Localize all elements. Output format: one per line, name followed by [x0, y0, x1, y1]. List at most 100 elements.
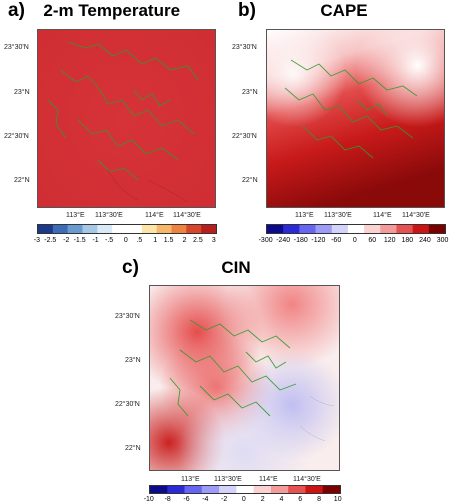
panel-b-lon-label: 114°30'E: [402, 212, 430, 219]
panel-a-colorbar-tick: 3: [211, 237, 216, 244]
panel-a-colorbar-tick: -2: [63, 237, 70, 244]
panel-b-colorbar-tick: -300: [258, 237, 273, 244]
panel-b-colorbar-tick: 120: [383, 237, 396, 244]
colorbar-swatch: [236, 486, 254, 493]
panel-b-colorbar-tick: 240: [419, 237, 431, 244]
panel-a-lat-label: 22°30'N: [4, 133, 29, 140]
panel-b-colorbar-tick: -180: [293, 237, 308, 244]
panel-b-colorbar-tick: 180: [401, 237, 414, 244]
panel-a-title: a) 2-m Temperature: [8, 0, 180, 22]
panel-b-colorbar-tick: -60: [331, 237, 342, 244]
colorbar-swatch: [270, 486, 289, 493]
panel-a-colorbar-tick: -1.5: [73, 237, 86, 244]
panel-a-colorbar-tick: -.5: [105, 237, 114, 244]
colorbar-swatch: [201, 486, 220, 493]
panel-b-coastline: [284, 59, 418, 159]
panel-b-lon-label: 114°E: [373, 212, 392, 219]
panel-b-colorbar-tick: 60: [368, 237, 377, 244]
colorbar-swatch: [38, 225, 54, 233]
colorbar-swatch: [150, 486, 168, 493]
colorbar-swatch: [219, 486, 237, 493]
panel-a-colorbar-tick: -3: [33, 237, 41, 244]
panel-b-colorbar-tick: 0: [352, 237, 357, 244]
panel-c-title: c) CIN: [122, 257, 251, 279]
panel-a-lon-label: 114°E: [145, 212, 164, 219]
panel-a-name: 2-m Temperature: [43, 1, 181, 20]
colorbar-swatch: [305, 486, 324, 493]
panel-c-coastline: [169, 319, 297, 417]
colorbar-swatch: [322, 486, 340, 493]
panel-a-lon-label: 113°30'E: [95, 212, 123, 219]
panel-b-lat-label: 22°30'N: [232, 133, 257, 140]
colorbar-swatch: [347, 225, 365, 233]
panel-b-colorbar-tick: 300: [436, 237, 449, 244]
colorbar-swatch: [156, 225, 172, 233]
panel-b-name: CAPE: [320, 1, 368, 20]
colorbar-swatch: [127, 225, 143, 233]
colorbar-swatch: [331, 225, 349, 233]
panel-c-name: CIN: [221, 258, 251, 277]
colorbar-swatch: [412, 225, 430, 233]
panel-c-lon-label: 114°30'E: [293, 476, 321, 483]
panel-a-colorbar-tick: 1.5: [163, 237, 174, 244]
colorbar-swatch: [315, 225, 333, 233]
colorbar-swatch: [364, 225, 381, 233]
panel-a-colorbar-tick: 1: [153, 237, 158, 244]
panel-a-lon-label: 113°E: [66, 212, 85, 219]
colorbar-swatch: [52, 225, 68, 233]
colorbar-swatch: [299, 225, 316, 233]
colorbar-swatch: [97, 225, 113, 233]
panel-b-lat-label: 23°N: [242, 89, 258, 96]
colorbar-swatch: [380, 225, 397, 233]
panel-a-lat-label: 23°30'N: [4, 44, 29, 51]
colorbar-swatch: [186, 225, 202, 233]
panel-c-lat-label: 22°N: [125, 445, 141, 452]
panel-c-lat-label: 23°30'N: [115, 313, 140, 320]
panel-b-letter: b): [238, 0, 256, 21]
colorbar-swatch: [184, 486, 203, 493]
panel-b-lat-label: 22°N: [242, 177, 258, 184]
panel-b-lon-label: 113°E: [295, 212, 314, 219]
panel-a-colorbar-tick: -2.5: [44, 237, 57, 244]
panel-a-colorbar-tick: 0: [123, 237, 128, 244]
colorbar-swatch: [82, 225, 98, 233]
colorbar-swatch: [171, 225, 187, 233]
panel-c-lon-label: 113°E: [181, 476, 200, 483]
panel-a-colorbar-tick: 2.5: [193, 237, 203, 244]
panel-b-colorbar: [266, 224, 446, 234]
panel-b-colorbar-tick: -120: [311, 237, 326, 244]
panel-c-colorbar: [149, 485, 341, 494]
colorbar-swatch: [283, 225, 300, 233]
panel-b-title: b) CAPE: [238, 0, 368, 22]
panel-a-map: [37, 29, 216, 208]
panel-a-colorbar: [37, 224, 217, 234]
panel-a-lat-label: 22°N: [14, 177, 30, 184]
colorbar-swatch: [112, 225, 128, 233]
panel-a-lon-label: 114°30'E: [173, 212, 201, 219]
panel-a-coastline: [47, 41, 199, 181]
panel-a-colorbar-tick: .5: [136, 237, 143, 244]
panel-c-lat-label: 22°30'N: [115, 401, 140, 408]
colorbar-swatch: [253, 486, 272, 493]
colorbar-swatch: [396, 225, 413, 233]
panel-b-lat-label: 23°30'N: [232, 44, 257, 51]
panel-a-colorbar-tick: 2: [182, 237, 187, 244]
colorbar-swatch: [141, 225, 157, 233]
colorbar-swatch: [428, 225, 445, 233]
colorbar-swatch: [267, 225, 284, 233]
panel-b-lon-label: 113°30'E: [324, 212, 352, 219]
colorbar-swatch: [167, 486, 185, 493]
panel-b-map: [266, 29, 445, 208]
colorbar-swatch: [288, 486, 306, 493]
panel-a-colorbar-tick: -1: [92, 237, 99, 244]
panel-c-lon-label: 113°30'E: [214, 476, 242, 483]
panel-a-lat-label: 23°N: [14, 89, 30, 96]
panel-c-lon-label: 114°E: [259, 476, 278, 483]
colorbar-swatch: [67, 225, 83, 233]
panel-c-map: [149, 285, 340, 471]
panel-c-lat-label: 23°N: [125, 357, 141, 364]
panel-a-letter: a): [8, 0, 25, 21]
panel-b-colorbar-tick: -240: [276, 237, 291, 244]
panel-c-letter: c): [122, 257, 139, 278]
colorbar-swatch: [201, 225, 216, 233]
